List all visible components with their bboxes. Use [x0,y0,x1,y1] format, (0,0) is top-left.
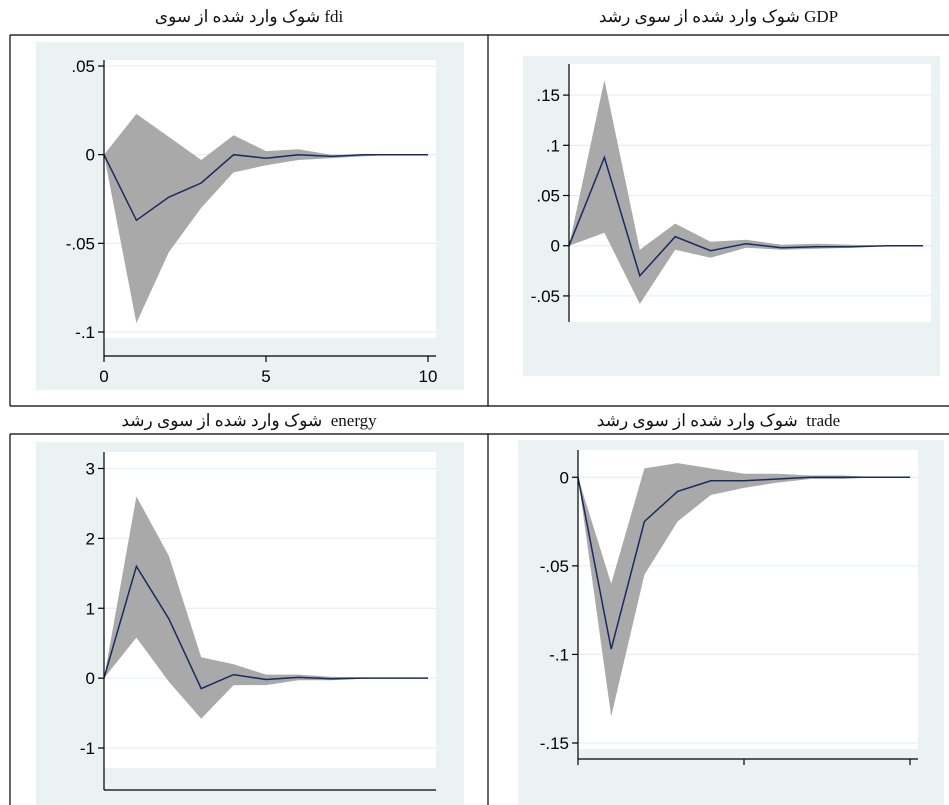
chart-fdi: .05 0 -.05 -.1 0 5 10 [36,42,464,390]
y-tick-label: -.1 [75,323,95,342]
confidence-band [569,80,923,304]
chart-energy: 3 2 1 0 -1 [36,442,464,805]
confidence-band [578,463,910,717]
y-tick-label: .1 [546,136,560,155]
caption-trade: شوک وارد شده از سوی رشد trade [488,410,949,432]
y-tick-label: 0 [560,468,569,487]
x-tick-label: 5 [261,367,270,386]
y-tick-label: -.1 [549,645,569,664]
caption-energy-arabic: شوک وارد شده از سوی رشد [121,411,323,430]
y-tick-label: -1 [80,739,95,758]
y-tick-label: 0 [86,669,95,688]
y-tick-label: 0 [551,237,560,256]
irf-line [568,155,923,278]
caption-fdi-arabic: شوک وارد شده از سوی [154,7,321,26]
caption-gdp: شوک وارد شده از سوی رشد GDP [488,6,949,28]
caption-trade-arabic: شوک وارد شده از سوی رشد [596,411,798,430]
x-tick-label: 10 [419,367,438,386]
y-tick-label: -.15 [540,734,569,753]
caption-gdp-arabic: شوک وارد شده از سوی رشد [598,7,800,26]
caption-trade-latin: trade [806,411,841,430]
y-tick-label: -.05 [531,287,560,306]
caption-gdp-latin: GDP [804,7,839,26]
y-tick-label: .05 [71,57,95,76]
caption-energy: شوک وارد شده از سوی رشد energy [10,410,488,432]
caption-fdi-latin: fdi [324,7,344,26]
x-tick-label: 0 [99,367,108,386]
y-tick-label: 1 [86,599,95,618]
y-tick-label: -.05 [540,557,569,576]
y-tick-label: .05 [536,187,560,206]
confidence-band [104,496,428,719]
confidence-band [104,113,428,324]
chart-gdp: .15 .1 .05 0 -.05 [523,56,940,376]
y-tick-label: .15 [536,86,560,105]
irf-line [103,153,428,222]
y-tick-label: 3 [86,459,95,478]
caption-energy-latin: energy [330,411,377,430]
y-tick-label: 0 [86,146,95,165]
irf-line [103,564,428,690]
chart-trade: 0 -.05 -.1 -.15 [518,440,944,805]
irf-line [577,476,910,650]
y-tick-label: -.05 [66,234,95,253]
y-tick-label: 2 [86,529,95,548]
caption-fdi: شوک وارد شده از سوی fdi [10,6,488,28]
